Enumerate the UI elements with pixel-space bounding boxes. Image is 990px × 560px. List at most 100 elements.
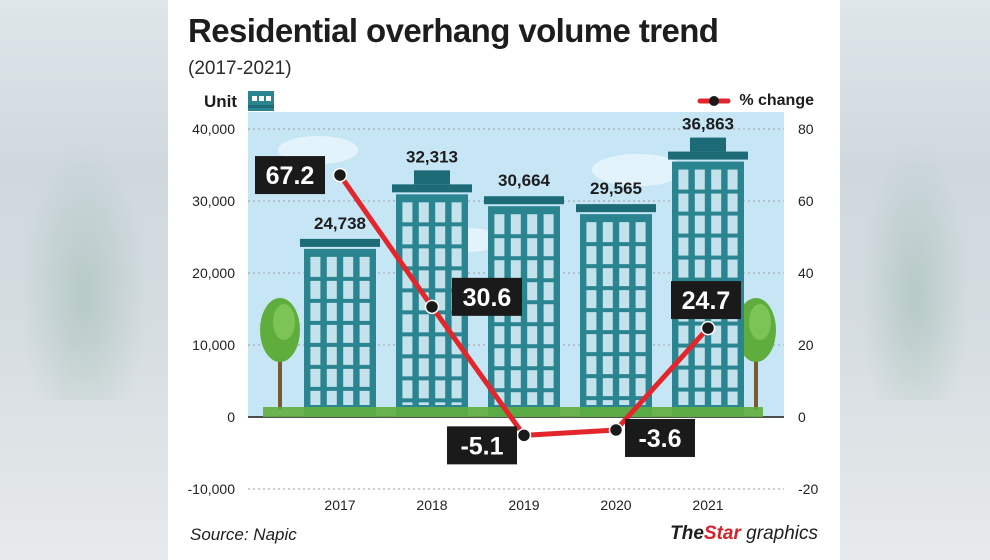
bar-window-column	[310, 256, 321, 405]
bar-floor-line	[396, 244, 468, 249]
bar-floor-line	[672, 255, 744, 260]
bar-floor-line	[672, 277, 744, 282]
tree-highlight	[273, 304, 295, 340]
percent-label-box	[255, 156, 325, 195]
legend: % change	[697, 92, 814, 110]
left-axis-tick-label: 30,000	[192, 193, 235, 209]
bar-floor-line	[396, 354, 468, 359]
x-axis-tick-label: 2021	[692, 497, 723, 513]
bar-floor-line	[672, 211, 744, 216]
bar-floor-line	[396, 376, 468, 381]
bar-window-column	[418, 202, 429, 405]
percent-label-box	[625, 418, 695, 457]
bar-floor-line	[580, 352, 652, 357]
bar-2021	[668, 137, 748, 417]
bar-roof	[300, 238, 380, 247]
bar-floor-line	[304, 342, 376, 347]
brand-star: Star	[703, 523, 741, 544]
bar-crown	[414, 170, 450, 185]
bar-floor-line	[672, 387, 744, 392]
left-axis-tick-label: 0	[227, 409, 235, 425]
grass-strip	[263, 407, 763, 417]
x-axis-tick-label: 2020	[600, 497, 631, 513]
left-axis-tick-label: 40,000	[192, 121, 235, 137]
chart-labels: -10,000 0 10,000 20,000 30,000 40,000 -20 0 20 40…	[188, 115, 819, 513]
percent-label-box	[447, 426, 517, 465]
legend-line-icon	[697, 95, 731, 106]
bar-window-column	[343, 256, 354, 405]
bar-floor-line	[396, 266, 468, 271]
bar-value-label: 29,565	[590, 179, 642, 198]
x-axis-tick-label: 2019	[508, 497, 539, 513]
percent-value-label: -3.6	[638, 425, 681, 453]
bar-floor-line	[488, 366, 560, 371]
bar-2017	[300, 238, 380, 417]
chart-title: Residential overhang volume trend	[188, 12, 719, 49]
bar-floor-line	[488, 234, 560, 239]
percent-value-label: 30.6	[463, 284, 512, 312]
left-axis-tick-label: -10,000	[188, 481, 236, 497]
bar-window-column	[619, 222, 630, 405]
source-note: Source: Napic	[190, 525, 297, 544]
infographic-card: 67.2 30.6 -5.1 -3.6 24.7 -10,000 0 10,000 20,00…	[168, 0, 840, 560]
bar-value-label: 32,313	[406, 147, 458, 166]
percent-value-label: -5.1	[460, 432, 503, 460]
tree-trunk	[754, 355, 758, 410]
bar-roof	[668, 151, 748, 160]
right-axis-tick-label: 40	[798, 265, 814, 281]
tree-highlight	[749, 304, 771, 340]
bar-roof	[576, 204, 656, 213]
bar-crown	[690, 137, 726, 152]
bar-window-column	[402, 202, 413, 405]
bar-floor-line	[580, 374, 652, 379]
bar-floor-line	[580, 330, 652, 335]
bar-floor-line	[672, 233, 744, 238]
brand-the: The	[670, 523, 704, 544]
x-axis-tick-label: 2018	[416, 497, 447, 513]
left-axis-tick-label: 20,000	[192, 265, 235, 281]
bar-window-column	[527, 214, 538, 405]
bar-value-label: 36,863	[682, 115, 734, 134]
bar-floor-line	[672, 343, 744, 348]
bar-floor-line	[304, 320, 376, 325]
right-axis-tick-label: 80	[798, 121, 814, 137]
bar-window-column	[602, 222, 613, 405]
building-icon	[248, 91, 274, 111]
brand-graphics: graphics	[746, 523, 818, 544]
tree-left	[260, 298, 300, 410]
bar-2020	[576, 204, 656, 417]
percent-change-point	[516, 428, 532, 443]
right-axis-tick-label: 20	[798, 337, 814, 353]
bar-floor-line	[488, 256, 560, 261]
right-axis-tick-label: -20	[798, 481, 818, 497]
percent-change-line: 67.2 30.6 -5.1 -3.6 24.7	[255, 156, 741, 465]
chart-subtitle: (2017-2021)	[188, 58, 292, 79]
chart-canvas: 67.2 30.6 -5.1 -3.6 24.7 -10,000 0 10,000 20,00…	[188, 112, 819, 513]
bar-value-label: 24,738	[314, 214, 366, 233]
bar-floor-line	[672, 365, 744, 370]
bar-roof	[484, 196, 564, 205]
right-axis-tick-label: 0	[798, 409, 806, 425]
background-left	[0, 0, 168, 560]
left-axis-unit-label: Unit	[204, 92, 238, 111]
bar-window-column	[435, 202, 446, 405]
bar-floor-line	[304, 364, 376, 369]
bar-floor-line	[488, 344, 560, 349]
bar-floor-line	[488, 278, 560, 283]
bar-floor-line	[488, 322, 560, 327]
percent-change-point	[700, 320, 716, 336]
bar-floor-line	[580, 242, 652, 247]
bar-window-column	[586, 222, 597, 405]
bar-window-column	[635, 222, 646, 405]
brand-logo: TheStar graphics	[670, 523, 818, 545]
bar-floor-line	[580, 264, 652, 269]
bar-floor-line	[488, 300, 560, 305]
tree-right	[736, 298, 776, 410]
right-axis-tick-label: 60	[798, 193, 814, 209]
bar-floor-line	[396, 222, 468, 227]
percent-label-box	[452, 277, 522, 316]
background-right	[840, 0, 990, 560]
percent-change-point	[608, 422, 624, 438]
bar-floor-line	[304, 386, 376, 391]
percent-label-box	[671, 281, 741, 320]
